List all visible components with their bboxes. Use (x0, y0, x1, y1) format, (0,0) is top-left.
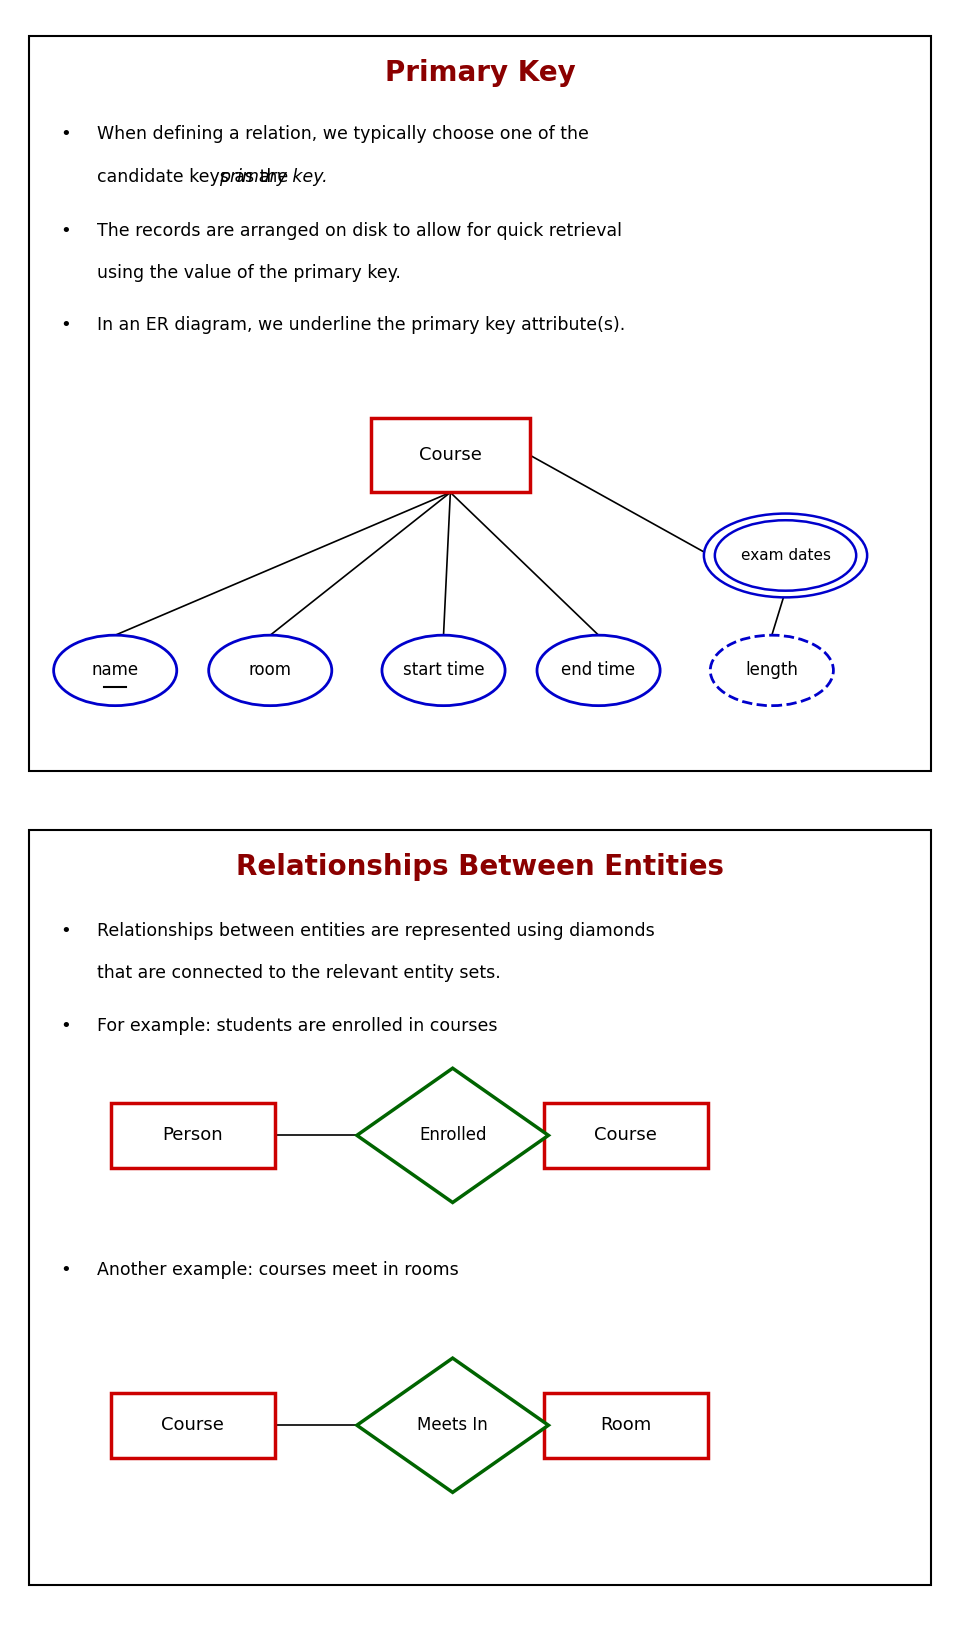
Text: primary key.: primary key. (219, 168, 328, 186)
Text: candidate keys as the: candidate keys as the (97, 168, 294, 186)
Text: Relationships between entities are represented using diamonds: Relationships between entities are repre… (97, 921, 655, 941)
Text: When defining a relation, we typically choose one of the: When defining a relation, we typically c… (97, 126, 588, 143)
Text: For example: students are enrolled in courses: For example: students are enrolled in co… (97, 1017, 497, 1035)
FancyBboxPatch shape (29, 830, 931, 1586)
Text: •: • (60, 316, 71, 334)
Text: that are connected to the relevant entity sets.: that are connected to the relevant entit… (97, 963, 501, 981)
Text: The records are arranged on disk to allow for quick retrieval: The records are arranged on disk to allo… (97, 222, 622, 240)
FancyBboxPatch shape (543, 1104, 708, 1167)
Text: end time: end time (562, 662, 636, 680)
Text: length: length (745, 662, 799, 680)
Text: using the value of the primary key.: using the value of the primary key. (97, 264, 401, 282)
FancyBboxPatch shape (110, 1392, 275, 1457)
Ellipse shape (715, 520, 856, 590)
Text: Enrolled: Enrolled (419, 1126, 487, 1144)
Text: Another example: courses meet in rooms: Another example: courses meet in rooms (97, 1262, 459, 1280)
Text: •: • (60, 222, 71, 240)
Text: •: • (60, 126, 71, 143)
Ellipse shape (382, 636, 505, 706)
Polygon shape (357, 1358, 548, 1493)
Text: Room: Room (600, 1416, 652, 1434)
Text: In an ER diagram, we underline the primary key attribute(s).: In an ER diagram, we underline the prima… (97, 316, 625, 334)
FancyBboxPatch shape (543, 1392, 708, 1457)
Text: room: room (249, 662, 292, 680)
Ellipse shape (537, 636, 660, 706)
Text: Relationships Between Entities: Relationships Between Entities (236, 852, 724, 882)
Text: Course: Course (161, 1416, 224, 1434)
Text: •: • (60, 1262, 71, 1280)
Text: Course: Course (594, 1126, 658, 1144)
Text: exam dates: exam dates (740, 548, 830, 562)
Text: •: • (60, 1017, 71, 1035)
Text: start time: start time (402, 662, 485, 680)
Ellipse shape (54, 636, 177, 706)
Ellipse shape (704, 513, 867, 597)
Text: Course: Course (419, 447, 482, 465)
Text: •: • (60, 921, 71, 941)
Text: name: name (91, 662, 139, 680)
Text: Meets In: Meets In (418, 1416, 488, 1434)
FancyBboxPatch shape (29, 36, 931, 771)
Ellipse shape (208, 636, 332, 706)
Polygon shape (357, 1068, 548, 1203)
Ellipse shape (710, 636, 833, 706)
Text: Person: Person (162, 1126, 223, 1144)
Text: Primary Key: Primary Key (385, 59, 575, 86)
FancyBboxPatch shape (371, 419, 530, 492)
FancyBboxPatch shape (110, 1104, 275, 1167)
